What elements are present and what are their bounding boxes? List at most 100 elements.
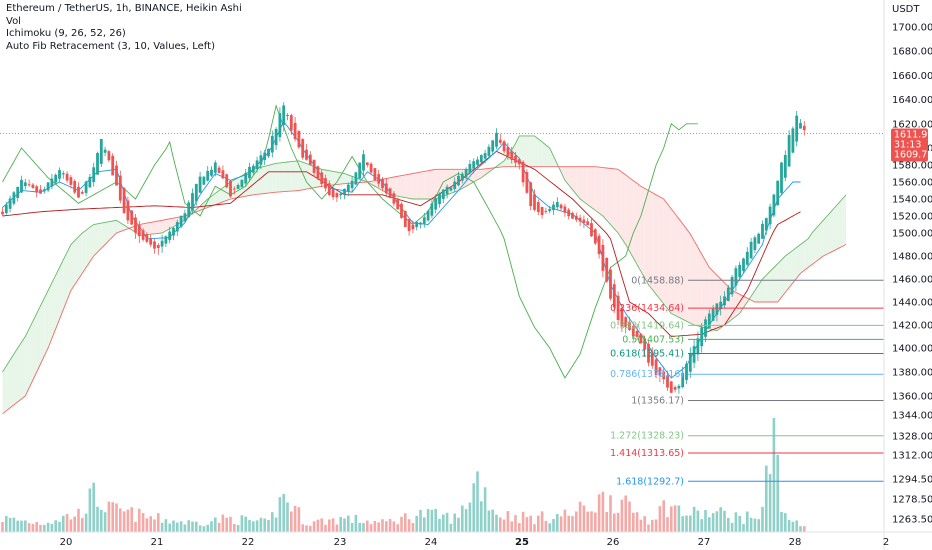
- candle-body: [795, 115, 799, 142]
- candle-body: [662, 371, 666, 380]
- volume-bar: [415, 516, 418, 532]
- base-line: [2, 150, 801, 337]
- candle-body: [468, 163, 472, 174]
- legend-volume[interactable]: Vol: [6, 15, 21, 27]
- candle-body: [42, 189, 46, 192]
- volume-bar: [145, 518, 149, 532]
- volume-bar: [312, 521, 316, 532]
- cloud-segment: [701, 254, 706, 328]
- volume-bar: [103, 512, 107, 532]
- volume-bar: [776, 454, 779, 532]
- candle-body: [597, 235, 601, 255]
- candle-body: [460, 173, 464, 181]
- cloud-segment: [401, 174, 406, 198]
- volume-bar: [426, 509, 430, 532]
- volume-bar: [575, 511, 578, 532]
- volume-bar: [518, 523, 521, 532]
- cloud-segment: [629, 177, 634, 258]
- cloud-segment: [792, 247, 797, 283]
- cloud-segment: [823, 216, 828, 256]
- candle-body: [77, 186, 80, 198]
- volume-bar: [510, 521, 513, 532]
- candle-body: [654, 359, 658, 376]
- candle-body: [434, 198, 438, 210]
- volume-bar: [605, 511, 608, 532]
- fib-level-label: 0(1458.88): [631, 275, 684, 286]
- candle-body: [647, 343, 650, 363]
- cloud-segment: [785, 253, 790, 293]
- volume-bar: [624, 495, 627, 532]
- volume-bar: [320, 518, 323, 532]
- volume-bar: [609, 495, 612, 532]
- candle-body: [282, 105, 286, 126]
- volume-bar: [453, 513, 456, 532]
- volume-bar: [65, 514, 69, 532]
- candle-body: [635, 330, 639, 337]
- volume-bar: [168, 523, 171, 532]
- candle-body: [529, 182, 533, 207]
- candle-body: [4, 204, 8, 214]
- cloud-segment: [595, 166, 600, 214]
- leading-span-b: [2, 166, 847, 415]
- cloud-segment: [545, 145, 550, 167]
- volume-bar: [362, 523, 365, 532]
- volume-bar: [571, 516, 574, 532]
- candle-body: [536, 202, 540, 212]
- volume-bar: [567, 515, 570, 532]
- cloud-segment: [2, 366, 7, 414]
- cloud-segment: [48, 282, 52, 348]
- volume-bar: [77, 508, 80, 532]
- candle-body: [548, 208, 552, 212]
- candle-body: [612, 284, 616, 308]
- cloud-segment: [830, 207, 835, 253]
- candle-body: [335, 193, 339, 198]
- volume-bar: [407, 519, 411, 532]
- candle-body: [210, 169, 213, 176]
- volume-bar: [639, 519, 643, 532]
- legend-title[interactable]: Ethereum / TetherUS, 1h, BINANCE, Heikin…: [6, 3, 242, 14]
- cloud-segment: [101, 222, 106, 249]
- candle-body: [430, 203, 434, 216]
- volume-bar: [187, 520, 190, 532]
- candle-body: [453, 181, 457, 190]
- candle-body: [396, 198, 400, 210]
- candle-body: [449, 187, 453, 191]
- candle-body: [350, 180, 354, 189]
- volume-bar: [297, 507, 301, 532]
- candle-body: [259, 155, 263, 165]
- volume-bar: [388, 518, 392, 532]
- volume-bar: [12, 517, 16, 532]
- cloud-segment: [420, 171, 425, 199]
- cloud-segment: [842, 194, 847, 247]
- volume-bar: [328, 519, 331, 532]
- candle-body: [517, 159, 521, 165]
- volume-bar: [449, 523, 453, 532]
- candle-body: [217, 167, 221, 173]
- volume-bar: [153, 519, 156, 532]
- volume-bar: [537, 515, 540, 532]
- volume-bar: [495, 514, 498, 532]
- legend-ichimoku[interactable]: Ichimoku (9, 26, 52, 26): [6, 28, 126, 39]
- fib-level-label: 1.414(1313.65): [610, 448, 684, 459]
- volume-bar: [487, 510, 491, 532]
- volume-bar: [5, 515, 8, 532]
- legend-fib[interactable]: Auto Fib Retracement (3, 10, Values, Lef…: [6, 40, 215, 52]
- volume-bar: [96, 506, 99, 532]
- cloud-segment: [13, 348, 18, 405]
- candle-body: [61, 173, 65, 175]
- cloud-segment: [82, 230, 87, 274]
- candle-body: [772, 194, 776, 216]
- candle-body: [791, 128, 795, 153]
- volume-bar: [62, 515, 65, 532]
- candle-body: [27, 184, 31, 186]
- volume-bar: [525, 517, 529, 532]
- candle-body: [327, 183, 331, 195]
- cloud-segment: [587, 166, 592, 208]
- candle-body: [464, 169, 468, 178]
- cloud-segment: [599, 167, 603, 216]
- volume-bar: [248, 520, 251, 532]
- cloud-segment: [287, 161, 292, 192]
- cloud-segment: [97, 223, 102, 253]
- candle-body: [316, 166, 320, 179]
